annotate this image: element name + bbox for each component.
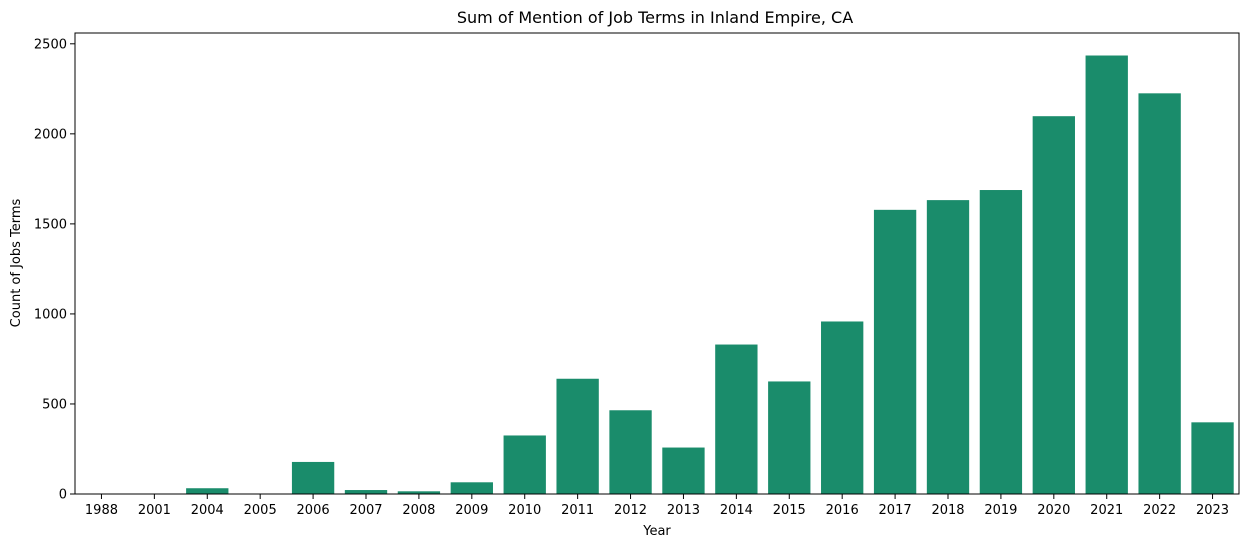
y-tick-label: 500	[42, 397, 67, 412]
x-tick-label: 2010	[508, 503, 541, 518]
y-tick-label: 1000	[34, 307, 67, 322]
bar-2009	[450, 482, 493, 494]
axes-group	[74, 32, 1240, 495]
bar-2016	[821, 321, 864, 494]
x-tick-label: 2018	[931, 503, 964, 518]
bar-2007	[344, 490, 388, 494]
y-axis-label: Count of Jobs Terms	[9, 198, 24, 327]
x-tick-label: 2019	[984, 503, 1017, 518]
bar-2014	[715, 344, 758, 494]
bar-2021	[1085, 55, 1128, 494]
x-tick-label: 2011	[561, 503, 594, 518]
bar-2004	[186, 488, 229, 494]
bar-2008	[397, 491, 441, 494]
bar-2023	[1191, 422, 1234, 494]
bar-2011	[556, 378, 599, 494]
x-tick-label: 2017	[879, 503, 912, 518]
x-tick-label: 2014	[720, 503, 753, 518]
bars-group	[80, 55, 1234, 495]
bar-2018	[926, 200, 970, 495]
x-tick-label: 2007	[349, 503, 382, 518]
x-tick-label: 2001	[138, 503, 171, 518]
bar-2019	[979, 190, 1023, 494]
bar-2012	[609, 410, 652, 494]
x-tick-label: 2006	[297, 503, 330, 518]
bar-2017	[873, 209, 917, 494]
chart-title: Sum of Mention of Job Terms in Inland Em…	[457, 8, 853, 27]
x-tick-label: 2020	[1037, 503, 1070, 518]
bar-2020	[1032, 116, 1075, 494]
y-axis-ticks: 0 500 1000 1500 2000 2500	[34, 37, 75, 503]
x-tick-label: 2013	[667, 503, 700, 518]
plot-frame	[74, 32, 1240, 495]
x-axis-ticks: 1988 2001 2004 2005 2006 2007 2008 2009 2010 2011…	[85, 494, 1229, 518]
x-tick-label: 2021	[1090, 503, 1123, 518]
x-tick-label: 2015	[773, 503, 806, 518]
bar-2006	[291, 461, 335, 494]
bar-2015	[768, 381, 811, 494]
y-tick-label: 2000	[34, 127, 67, 142]
x-tick-label: 2008	[402, 503, 435, 518]
x-tick-label: 2009	[455, 503, 488, 518]
x-tick-label: 2012	[614, 503, 647, 518]
x-tick-label: 2016	[826, 503, 859, 518]
x-tick-label: 1988	[85, 503, 118, 518]
y-tick-label: 1500	[34, 217, 67, 232]
y-tick-label: 2500	[34, 37, 67, 52]
x-axis-label: Year	[642, 524, 671, 539]
x-tick-label: 2023	[1196, 503, 1229, 518]
x-tick-label: 2004	[191, 503, 224, 518]
x-tick-label: 2005	[244, 503, 277, 518]
bar-2022	[1138, 93, 1181, 494]
bar-2013	[662, 447, 705, 494]
bar-2010	[503, 435, 546, 494]
x-tick-label: 2022	[1143, 503, 1176, 518]
y-tick-label: 0	[59, 488, 67, 503]
